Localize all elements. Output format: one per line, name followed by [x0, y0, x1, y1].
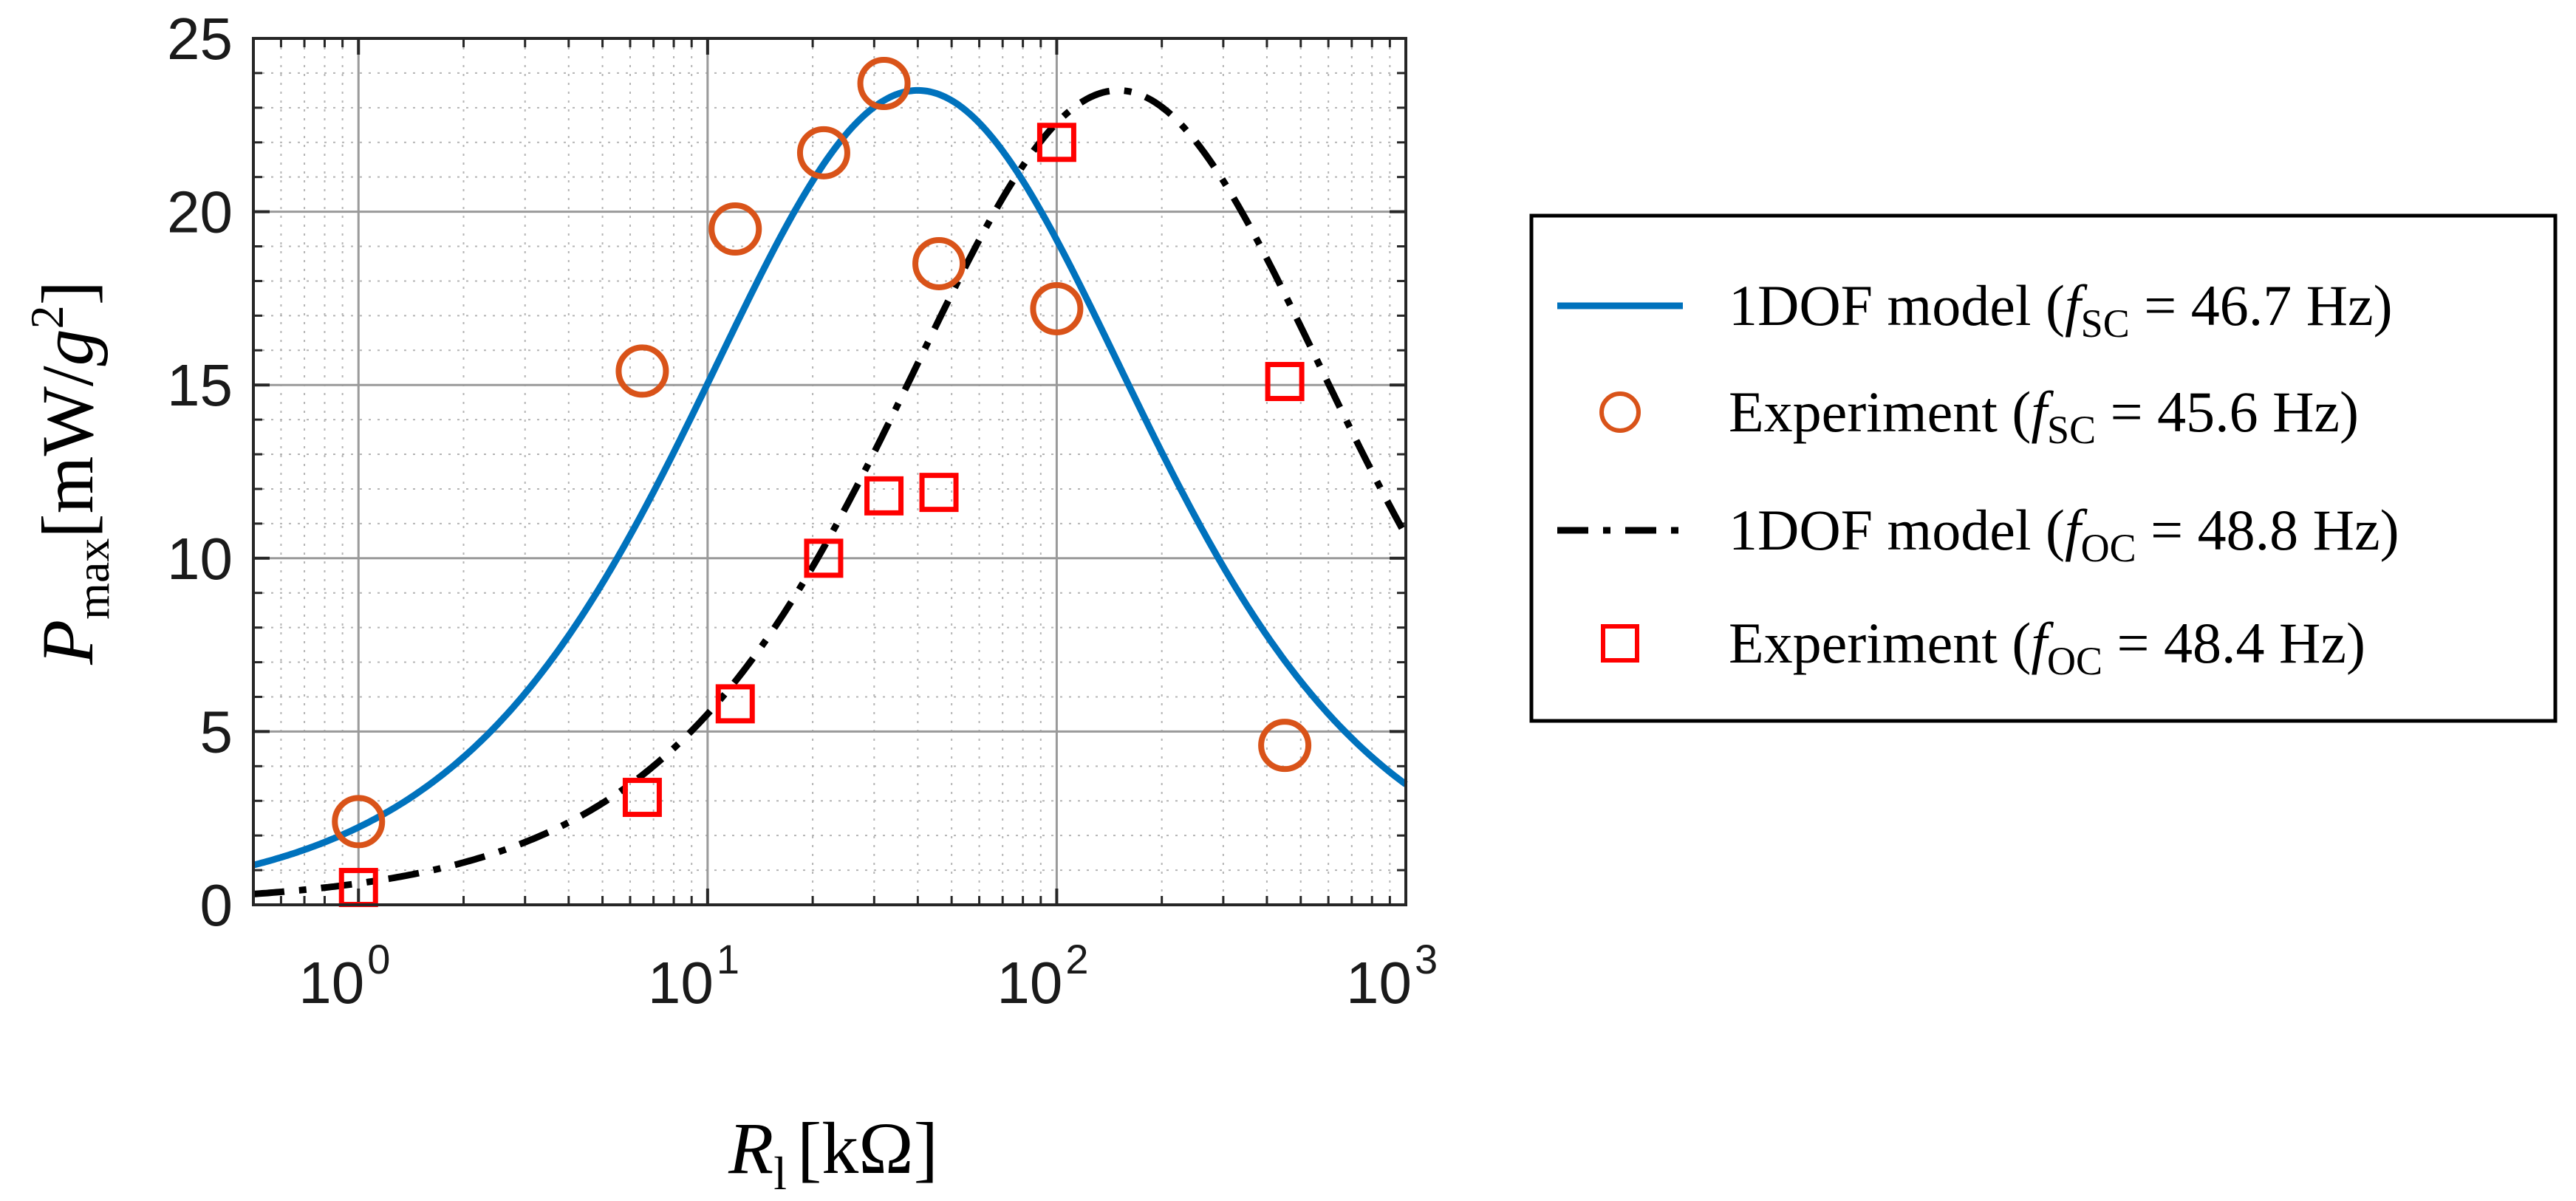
x-tick-label-exp: 3 — [1415, 936, 1438, 982]
legend-exp-sc-post: = 45.6 Hz) — [2096, 380, 2359, 444]
legend-exp-oc-pre: Experiment ( — [1729, 611, 2031, 675]
x-axis: 10 0 10 1 10 2 10 3 — [298, 936, 1438, 1016]
y-axis-label: Pmax[mW/g2] — [21, 281, 119, 665]
grid-minor — [253, 38, 1406, 905]
y-axis: 0 5 10 15 20 25 — [167, 6, 233, 938]
marker-exp-sc — [857, 56, 911, 110]
legend-label-model-sc: 1DOF model (fSC = 46.7 Hz) — [1729, 273, 2393, 346]
x-tick-label-base: 10 — [648, 950, 714, 1016]
legend-model-oc-pre: 1DOF model ( — [1729, 498, 2065, 562]
legend-swatch-exp-oc — [1601, 624, 1639, 663]
y-tick-label: 25 — [167, 6, 233, 72]
marker-exp-sc — [708, 202, 762, 256]
y-tick-label: 10 — [167, 526, 233, 592]
plot-area — [252, 37, 1409, 908]
marker-exp-oc — [622, 778, 662, 818]
y-tick-label: 20 — [167, 179, 233, 245]
x-axis-label: Rl [kΩ] — [728, 1107, 938, 1200]
grid-major — [253, 37, 1407, 906]
marker-exp-oc — [864, 476, 904, 516]
plot-frame — [252, 37, 1407, 906]
series-line-model-oc — [253, 86, 1409, 897]
x-tick-label: 10 3 — [1346, 936, 1438, 1016]
marker-exp-oc — [919, 473, 959, 513]
y-axis-label-unit-sup: 2 — [21, 305, 73, 329]
legend-model-oc-post: = 48.8 Hz) — [2136, 498, 2399, 562]
legend-exp-oc-post: = 48.4 Hz) — [2102, 611, 2365, 675]
x-tick-label-exp: 0 — [367, 936, 390, 982]
marker-exp-sc — [1030, 281, 1084, 335]
legend-label-exp-oc: Experiment (fOC = 48.4 Hz) — [1729, 611, 2365, 683]
legend: 1DOF model (fSC = 46.7 Hz) Experiment (f… — [1529, 213, 2558, 723]
y-axis-label-sub: max — [66, 538, 119, 620]
y-axis-label-symbol: P — [27, 620, 109, 665]
x-tick-label: 10 2 — [997, 936, 1088, 1016]
x-tick-label-base: 10 — [997, 950, 1062, 1016]
marker-layer — [332, 56, 1312, 908]
legend-label-exp-sc: Experiment (fSC = 45.6 Hz) — [1729, 380, 2359, 452]
x-tick-label: 10 1 — [648, 936, 739, 1016]
legend-model-sc-post: = 46.7 Hz) — [2130, 273, 2393, 338]
y-axis-label-unit-pre: [mW/ — [27, 366, 109, 538]
marker-exp-oc — [804, 538, 844, 578]
series-layer — [252, 86, 1409, 897]
plot-background — [253, 38, 1406, 905]
marker-exp-oc — [1036, 123, 1076, 162]
series-line-model-sc — [252, 86, 1408, 869]
marker-exp-sc — [796, 126, 850, 179]
legend-exp-sc-sub: SC — [2047, 408, 2096, 452]
x-tick-label: 10 0 — [298, 936, 390, 1016]
x-tick-label-base: 10 — [298, 950, 364, 1016]
legend-exp-oc-sub: OC — [2047, 639, 2102, 683]
x-tick-label-base: 10 — [1346, 950, 1412, 1016]
marker-exp-sc — [332, 795, 386, 849]
y-axis-label-unit-g: g — [27, 329, 109, 366]
legend-model-oc-sub: OC — [2081, 526, 2136, 570]
x-tick-label-exp: 1 — [717, 936, 739, 982]
x-axis-label-symbol: R — [728, 1107, 773, 1189]
marker-exp-sc — [1258, 719, 1312, 773]
y-tick-label: 5 — [200, 699, 233, 764]
legend-swatch-exp-sc — [1599, 391, 1641, 433]
marker-exp-oc — [715, 684, 755, 724]
marker-exp-sc — [912, 236, 966, 290]
x-axis-label-sub: l — [773, 1147, 787, 1200]
y-tick-label: 0 — [200, 872, 233, 938]
marker-exp-sc — [615, 344, 669, 398]
legend-exp-sc-pre: Experiment ( — [1729, 380, 2031, 444]
legend-model-sc-sub: SC — [2081, 301, 2130, 346]
legend-box — [1529, 213, 2558, 723]
y-axis-label-unit-post: ] — [27, 281, 109, 305]
x-tick-label-exp: 2 — [1065, 936, 1088, 982]
x-axis-label-unit: [kΩ] — [797, 1107, 938, 1189]
marker-exp-oc — [1265, 362, 1305, 402]
legend-label-model-oc: 1DOF model (fOC = 48.8 Hz) — [1729, 498, 2399, 570]
legend-model-sc-pre: 1DOF model ( — [1729, 273, 2065, 338]
y-tick-label: 15 — [167, 352, 233, 418]
